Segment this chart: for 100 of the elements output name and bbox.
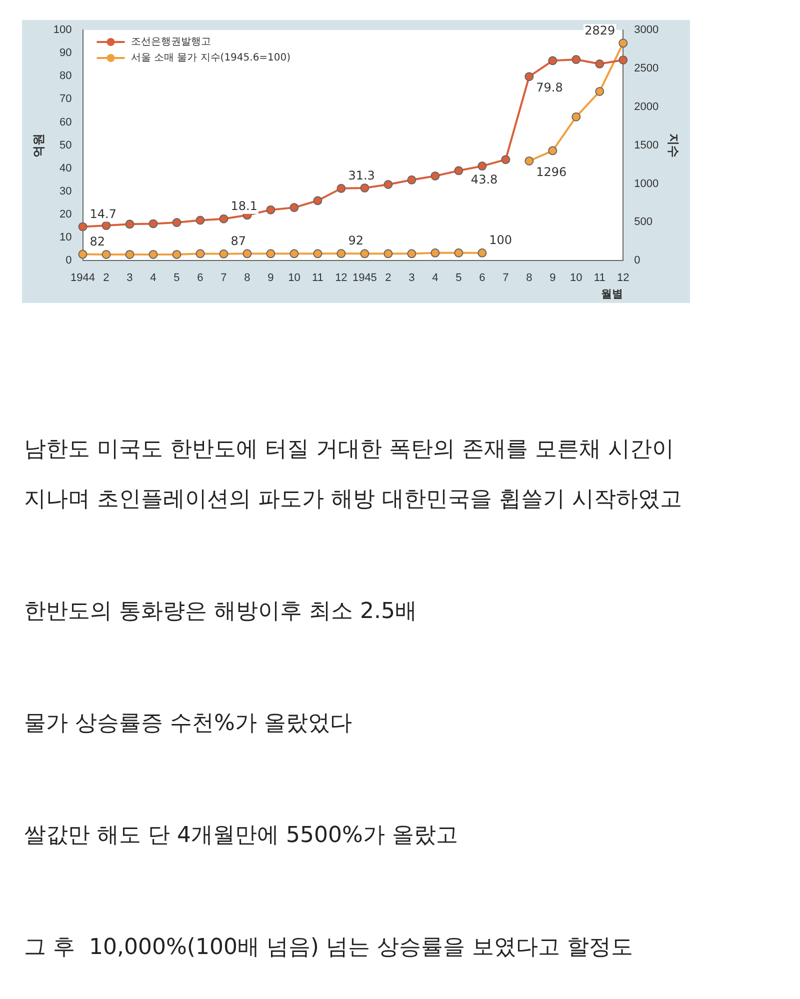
data-label: 31.3 [348, 168, 375, 183]
y-axis-title: 억원 [32, 133, 46, 158]
x-tick-label: 6 [197, 272, 204, 284]
y-tick-label: 60 [60, 116, 72, 128]
point [384, 249, 393, 258]
point [384, 180, 393, 189]
point [336, 249, 346, 258]
point [125, 250, 134, 259]
y2-tick-label: 3000 [634, 24, 659, 36]
text: 남한도 미국도 한반도에 터질 거대한 폭탄의 존재를 모른채 시간이 [24, 436, 675, 464]
point [78, 250, 88, 259]
point [266, 205, 276, 214]
y2-tick-label: 500 [634, 216, 652, 228]
point [102, 250, 111, 259]
x-tick-label: 5 [456, 272, 462, 284]
text: 쌀값만 해도 단 4개월만에 5500%가 올랐고 [24, 822, 459, 850]
y2-tick-label: 0 [634, 254, 640, 267]
x-tick-label: 11 [594, 272, 606, 284]
data-label: 14.7 [90, 206, 116, 221]
x-tick-label: 4 [150, 272, 156, 284]
y-tick-label: 100 [53, 24, 72, 36]
data-label: 100 [489, 233, 512, 248]
point [360, 183, 370, 192]
text: 지나며 초인플레이션의 파도가 해방 대한민국을 휩쓸기 시작하였고 [24, 486, 683, 514]
point [595, 59, 604, 68]
x-tick-label: 1945 [352, 272, 377, 284]
point [78, 222, 88, 232]
point [102, 221, 111, 230]
point [407, 175, 416, 184]
x-axis-title: 월별 [601, 288, 624, 300]
data-label: 87 [230, 234, 246, 248]
x-tick-label: 2 [385, 272, 392, 284]
point [430, 171, 440, 180]
point [336, 184, 346, 193]
point [290, 203, 299, 212]
legend-label: 서울 소매 물가 지수(1945.6=100) [130, 52, 291, 64]
y-tick-label: 0 [66, 254, 72, 267]
data-label: 82 [90, 234, 106, 248]
point [196, 249, 205, 258]
point [313, 196, 322, 206]
y-tick-label: 40 [60, 162, 72, 174]
x-tick-label: 6 [479, 272, 486, 284]
point [172, 250, 182, 259]
point [125, 220, 134, 229]
x-tick-label: 12 [335, 272, 348, 284]
y2-axis-title: 지수 [666, 133, 680, 158]
data-label: 1296 [536, 165, 567, 180]
point [430, 248, 440, 258]
x-tick-label: 5 [174, 272, 180, 284]
point [290, 249, 299, 258]
y-tick-label: 50 [60, 139, 72, 152]
x-tick-label: 9 [550, 272, 556, 284]
point [242, 249, 252, 258]
point [548, 146, 558, 156]
x-tick-label: 12 [617, 272, 630, 284]
point [572, 112, 581, 122]
x-tick-label: 1944 [70, 272, 95, 284]
text: 물가 상승률증 수천%가 올랐었다 [24, 710, 353, 738]
point [360, 249, 370, 258]
data-label: 92 [348, 234, 364, 248]
x-tick-label: 11 [312, 272, 324, 284]
y2-tick-label: 2000 [634, 100, 659, 113]
x-tick-label: 3 [408, 272, 415, 284]
data-label: 79.8 [536, 80, 563, 95]
y2-tick-label: 1000 [634, 178, 659, 190]
point [595, 86, 604, 96]
point [266, 249, 276, 258]
point [572, 55, 581, 64]
y-tick-label: 70 [60, 93, 72, 106]
data-label: 18.1 [230, 198, 258, 213]
point [478, 248, 487, 258]
point [478, 162, 487, 171]
y-tick-label: 90 [60, 47, 72, 60]
point [219, 249, 228, 258]
point [148, 250, 158, 259]
point [618, 55, 628, 64]
point [524, 72, 534, 82]
text: 그 후 10,000%(100배 넘음) 넘는 상승률을 보였다고 할정도 [24, 934, 634, 962]
x-tick-label: 7 [502, 272, 509, 284]
data-label: 2829 [584, 23, 616, 38]
y-tick-label: 10 [60, 232, 72, 244]
x-tick-label: 10 [570, 272, 582, 284]
x-tick-label: 4 [432, 272, 438, 284]
y-tick-label: 30 [60, 185, 72, 198]
point [313, 249, 322, 258]
x-tick-label: 7 [220, 272, 227, 284]
text: 한반도의 통화량은 해방이후 최소 2.5배 [24, 598, 418, 626]
point [501, 155, 510, 164]
point [548, 56, 558, 66]
point [618, 38, 628, 48]
point [407, 249, 416, 258]
x-tick-label: 10 [288, 272, 300, 284]
x-tick-label: 8 [526, 272, 532, 284]
point [524, 156, 534, 166]
point [454, 248, 464, 258]
point [148, 219, 158, 228]
y-tick-label: 20 [60, 208, 72, 221]
x-tick-label: 8 [244, 272, 250, 284]
data-label: 43.8 [470, 172, 498, 187]
legend-label: 조선은행권발행고 [130, 36, 211, 48]
